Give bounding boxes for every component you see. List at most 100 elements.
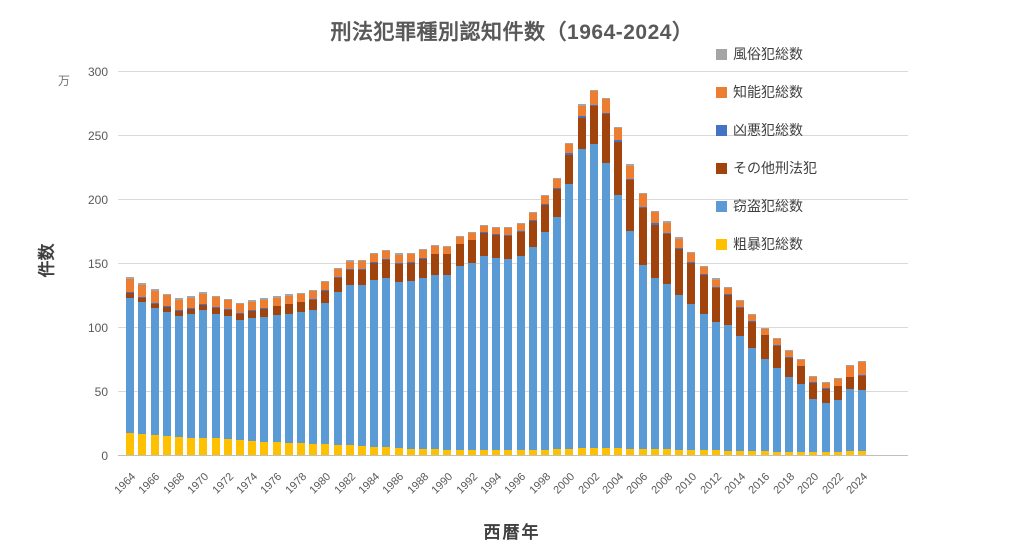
- legend-item-窃盗犯総数: 窃盗犯総数: [716, 198, 817, 214]
- gridline-150: [118, 263, 908, 264]
- bar-segment-2024-粗暴犯総数: [858, 451, 867, 455]
- bar-segment-1966-凶悪犯総数: [150, 302, 159, 304]
- legend-label-粗暴犯総数: 粗暴犯総数: [733, 236, 803, 252]
- bar-segment-1971-その他刑法犯: [211, 307, 220, 314]
- bar-segment-1991-その他刑法犯: [455, 244, 464, 267]
- bar-segment-1964-その他刑法犯: [126, 292, 135, 298]
- bar-segment-2003-その他刑法犯: [602, 114, 611, 163]
- bar-segment-1970-その他刑法犯: [199, 305, 208, 311]
- bar-1995: [502, 71, 514, 455]
- bar-1999: [551, 71, 563, 455]
- x-tick-label-2000: 2000: [551, 470, 578, 497]
- x-tick-label-2018: 2018: [771, 470, 797, 497]
- bar-segment-2005-その他刑法犯: [626, 180, 635, 232]
- bar-segment-2000-粗暴犯総数: [565, 448, 574, 455]
- bar-segment-2018-窃盗犯総数: [785, 377, 794, 452]
- bar-segment-1967-窃盗犯総数: [162, 311, 171, 436]
- bar-1989: [429, 71, 441, 455]
- bar-segment-1991-風俗犯総数: [455, 236, 464, 238]
- bar-segment-1989-その他刑法犯: [431, 254, 440, 275]
- x-tick-label-2008: 2008: [649, 470, 675, 497]
- bar-segment-1995-風俗犯総数: [504, 227, 513, 229]
- bar-segment-2004-知能犯総数: [614, 128, 623, 141]
- bar-segment-1974-粗暴犯総数: [248, 440, 257, 455]
- bar-segment-1996-凶悪犯総数: [516, 231, 525, 233]
- bar-segment-2012-その他刑法犯: [711, 287, 720, 323]
- bar-2024: [856, 71, 868, 455]
- gridline-0: [118, 455, 908, 456]
- bar-segment-1996-粗暴犯総数: [516, 450, 525, 455]
- bar-segment-2007-凶悪犯総数: [650, 223, 659, 225]
- x-tick-label-2022: 2022: [819, 470, 846, 497]
- legend: 風俗犯総数 知能犯総数 凶悪犯総数 その他刑法犯 窃盗犯総数 粗暴犯総数: [716, 46, 817, 274]
- bar-segment-2012-凶悪犯総数: [711, 286, 720, 288]
- bar-segment-2011-粗暴犯総数: [699, 450, 708, 455]
- bar-segment-1995-凶悪犯総数: [504, 234, 513, 236]
- bar-segment-1997-その他刑法犯: [528, 221, 537, 247]
- bar-1985: [380, 71, 392, 455]
- bar-segment-1972-風俗犯総数: [223, 298, 232, 301]
- bar-segment-1978-凶悪犯総数: [296, 301, 305, 303]
- bar-segment-1993-風俗犯総数: [479, 224, 488, 226]
- bar-segment-1992-凶悪犯総数: [467, 239, 476, 241]
- bar-segment-1984-窃盗犯総数: [370, 279, 379, 447]
- bar-segment-1980-風俗犯総数: [321, 280, 330, 283]
- bar-1965: [136, 71, 148, 455]
- bar-2009: [673, 71, 685, 455]
- bar-segment-1976-粗暴犯総数: [272, 442, 281, 455]
- bar-segment-2001-窃盗犯総数: [577, 148, 586, 449]
- bar-segment-2010-風俗犯総数: [687, 252, 696, 254]
- bar-segment-2015-その他刑法犯: [748, 322, 757, 348]
- bar-segment-1999-粗暴犯総数: [553, 449, 562, 455]
- bar-segment-1978-風俗犯総数: [296, 292, 305, 294]
- bar-segment-2003-窃盗犯総数: [602, 162, 611, 449]
- bar-segment-2014-その他刑法犯: [736, 308, 745, 336]
- bar-segment-2013-その他刑法犯: [724, 295, 733, 326]
- x-tick-label-1996: 1996: [502, 470, 529, 497]
- bar-segment-1988-凶悪犯総数: [418, 257, 427, 259]
- bar-segment-1988-知能犯総数: [418, 250, 427, 258]
- bar-segment-2017-風俗犯総数: [772, 337, 781, 340]
- bar-segment-1981-窃盗犯総数: [333, 291, 342, 445]
- bar-segment-2010-凶悪犯総数: [687, 261, 696, 263]
- bar-segment-2003-凶悪犯総数: [602, 112, 611, 115]
- bar-segment-1965-凶悪犯総数: [138, 296, 147, 298]
- bar-segment-1964-窃盗犯総数: [126, 297, 135, 434]
- bar-1980: [319, 71, 331, 455]
- bar-segment-2000-知能犯総数: [565, 143, 574, 154]
- bar-segment-1990-風俗犯総数: [443, 245, 452, 247]
- bar-segment-1973-風俗犯総数: [235, 302, 244, 305]
- bar-segment-1970-凶悪犯総数: [199, 304, 208, 306]
- bar-1982: [344, 71, 356, 455]
- bar-segment-1971-窃盗犯総数: [211, 313, 220, 439]
- bar-2002: [588, 71, 600, 455]
- bar-segment-2009-凶悪犯総数: [675, 247, 684, 250]
- bar-segment-2015-凶悪犯総数: [748, 321, 757, 323]
- gridline-50: [118, 391, 908, 392]
- bar-1998: [539, 71, 551, 455]
- bar-segment-1994-風俗犯総数: [492, 226, 501, 228]
- bar-segment-2014-知能犯総数: [736, 301, 745, 308]
- bar-segment-1975-風俗犯総数: [260, 298, 269, 300]
- bar-segment-1984-風俗犯総数: [370, 252, 379, 255]
- bar-segment-2004-その他刑法犯: [614, 141, 623, 195]
- bar-2018: [783, 71, 795, 455]
- bar-segment-1973-その他刑法犯: [235, 313, 244, 320]
- bar-segment-1993-粗暴犯総数: [479, 450, 488, 455]
- bar-segment-1990-粗暴犯総数: [443, 449, 452, 455]
- bar-segment-1999-窃盗犯総数: [553, 216, 562, 450]
- legend-swatch-粗暴犯総数: [716, 238, 727, 250]
- bar-segment-1966-風俗犯総数: [150, 289, 159, 292]
- bar-1981: [331, 71, 343, 455]
- bar-segment-1981-風俗犯総数: [333, 268, 342, 270]
- bar-segment-2004-粗暴犯総数: [614, 448, 623, 455]
- bar-segment-1995-窃盗犯総数: [504, 259, 513, 451]
- bar-segment-1964-凶悪犯総数: [126, 291, 135, 293]
- bar-segment-1993-凶悪犯総数: [479, 232, 488, 233]
- bar-segment-1993-知能犯総数: [479, 225, 488, 233]
- bar-segment-2017-凶悪犯総数: [772, 344, 781, 346]
- bar-segment-1970-風俗犯総数: [199, 292, 208, 295]
- bar-1992: [466, 71, 478, 455]
- bar-segment-1986-知能犯総数: [394, 254, 403, 263]
